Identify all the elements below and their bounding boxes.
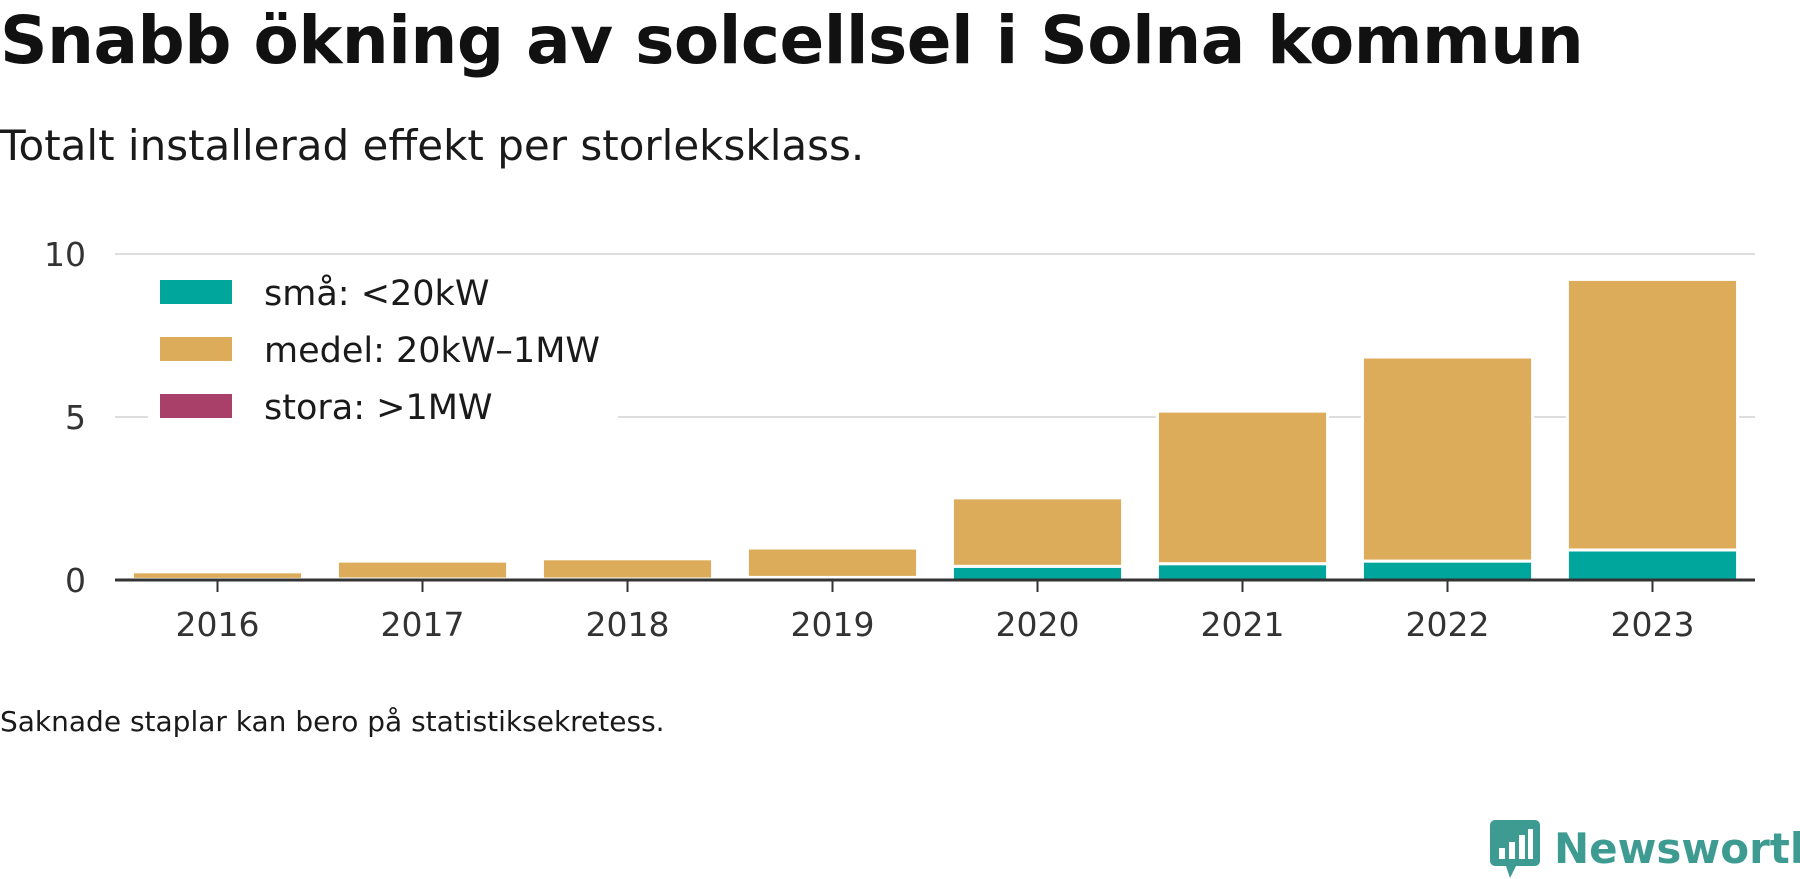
bar-segment bbox=[1565, 548, 1740, 582]
chart-title: Snabb ökning av solcellsel i Solna kommu… bbox=[0, 2, 1584, 79]
newsworthy-logo: Newsworthy bbox=[1490, 820, 1800, 878]
bar-segment bbox=[950, 496, 1125, 568]
x-tick-label: 2022 bbox=[1406, 605, 1490, 644]
bar-chart: 0 5 10 2016 2017 2018 2019 2020 2021 2022 2023 små… bbox=[44, 235, 1755, 644]
legend-swatch bbox=[160, 280, 232, 304]
bar-segment bbox=[1155, 562, 1330, 582]
y-tick-label: 5 bbox=[65, 398, 86, 437]
x-tick-label: 2018 bbox=[586, 605, 670, 644]
footnote: Saknade staplar kan bero på statistiksek… bbox=[0, 705, 665, 738]
bar-segment bbox=[745, 546, 920, 579]
chart-subtitle: Totalt installerad effekt per storlekskl… bbox=[0, 121, 865, 170]
x-tick-label: 2017 bbox=[381, 605, 465, 644]
x-tick-label: 2021 bbox=[1201, 605, 1285, 644]
legend-label: stora: >1MW bbox=[264, 388, 493, 428]
x-tick-label: 2016 bbox=[176, 605, 260, 644]
bar-segment bbox=[1360, 559, 1535, 582]
bar-segment bbox=[1360, 355, 1535, 563]
bar-segment bbox=[335, 559, 510, 581]
x-tick-label: 2019 bbox=[791, 605, 875, 644]
y-tick-label: 0 bbox=[65, 561, 86, 600]
brand-name: Newsworthy bbox=[1554, 824, 1800, 873]
bar-segment bbox=[1565, 277, 1740, 552]
bar-segment bbox=[1155, 409, 1330, 566]
bar-segment bbox=[950, 564, 1125, 582]
bar-segment bbox=[130, 570, 305, 581]
legend-label: små: <20kW bbox=[264, 273, 489, 314]
legend-label: medel: 20kW–1MW bbox=[264, 331, 600, 371]
bar-segment bbox=[540, 557, 715, 581]
y-tick-label: 10 bbox=[44, 235, 86, 274]
x-tick-label: 2023 bbox=[1611, 605, 1695, 644]
newsworthy-logo-icon bbox=[1490, 820, 1540, 878]
legend-swatch bbox=[160, 394, 232, 418]
x-tick-label: 2020 bbox=[996, 605, 1080, 644]
legend-swatch bbox=[160, 337, 232, 361]
